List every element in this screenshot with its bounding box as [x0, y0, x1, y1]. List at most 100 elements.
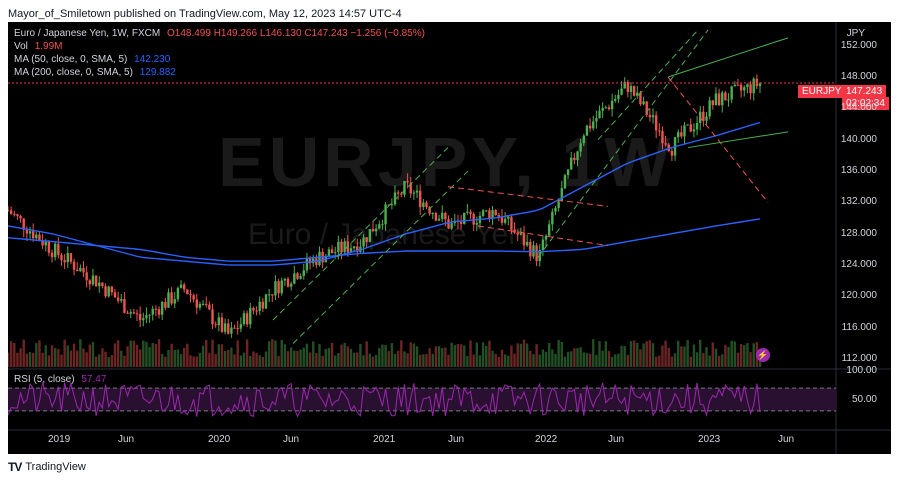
- candle-body: [418, 190, 422, 208]
- volume-bar: [242, 352, 246, 367]
- volume-bar: [362, 355, 365, 367]
- rsi-band: [8, 388, 836, 411]
- volume-bar: [547, 342, 551, 367]
- candle-body: [9, 210, 13, 215]
- candle-body: [223, 323, 227, 332]
- candle-body: [299, 276, 302, 279]
- candle-body: [532, 245, 535, 257]
- volume-bar: [217, 344, 221, 367]
- candle-body: [507, 216, 510, 219]
- candle-body: [566, 169, 570, 176]
- candle-body: [651, 115, 655, 118]
- candle-body: [739, 84, 743, 91]
- candle-body: [289, 283, 293, 287]
- bar-countdown: 02:02:34: [842, 97, 889, 110]
- volume-bar: [727, 346, 730, 367]
- volume-bar: [214, 354, 217, 367]
- candle-body: [396, 192, 400, 194]
- alert-lightning-icon[interactable]: ⚡: [756, 348, 770, 362]
- volume-bar: [195, 356, 198, 367]
- time-tick-label: Jun: [608, 434, 625, 445]
- volume-bar: [76, 350, 79, 367]
- volume-bar: [198, 352, 202, 367]
- candle-body: [563, 175, 567, 189]
- candle-body: [271, 294, 274, 296]
- volume-bar: [676, 340, 680, 367]
- candle-body: [579, 143, 582, 152]
- candle-body: [403, 181, 406, 195]
- candle-body: [230, 327, 233, 334]
- volume-bar: [315, 352, 318, 367]
- candle-body: [154, 308, 158, 310]
- candle-body: [683, 125, 686, 137]
- candle-body: [390, 204, 394, 206]
- volume-bar: [327, 348, 331, 367]
- volume-bar: [286, 351, 290, 367]
- time-tick-label: Jun: [448, 434, 465, 445]
- volume-bar: [642, 343, 645, 367]
- candle-body: [412, 192, 416, 194]
- candle-body: [692, 129, 696, 132]
- volume-bar: [686, 340, 689, 367]
- candle-body: [494, 210, 497, 216]
- candle-body: [535, 245, 538, 262]
- candle-body: [708, 100, 711, 117]
- candle-body: [330, 249, 334, 254]
- price-chart[interactable]: [8, 22, 891, 454]
- candle-body: [667, 144, 670, 152]
- volume-bar: [450, 342, 453, 367]
- candle-body: [582, 135, 585, 144]
- candle-body: [554, 207, 557, 212]
- volume-bar: [44, 345, 47, 367]
- chart-frame[interactable]: EURJPY, 1W Euro / Japanese Yen Euro / Ja…: [8, 22, 891, 454]
- candle-body: [400, 193, 403, 195]
- legend-rsi: RSI (5, close) 57.47: [14, 374, 107, 385]
- candle-body: [217, 317, 221, 326]
- candle-body: [551, 211, 554, 225]
- candle-body: [711, 100, 715, 106]
- volume-bar: [585, 353, 589, 367]
- candle-body: [69, 253, 73, 262]
- candle-body: [733, 84, 737, 87]
- candle-body: [406, 181, 409, 183]
- volume-bar: [415, 346, 419, 367]
- candle-body: [318, 251, 321, 265]
- volume-bar: [390, 343, 394, 367]
- volume-bar: [695, 352, 699, 367]
- volume-bar: [522, 339, 526, 367]
- channel-line: [537, 29, 709, 258]
- volume-bar: [123, 355, 126, 367]
- candle-body: [214, 324, 217, 326]
- candle-body: [717, 93, 721, 106]
- volume-bar: [664, 340, 667, 367]
- volume-bar: [69, 350, 73, 367]
- candle-body: [164, 302, 167, 308]
- volume-bar: [267, 341, 271, 367]
- currency-label: JPY: [846, 28, 865, 39]
- volume-bar: [233, 354, 236, 367]
- volume-bar: [120, 350, 123, 367]
- candle-body: [113, 292, 117, 298]
- volume-bar: [223, 350, 227, 367]
- candle-body: [198, 303, 202, 308]
- candle-body: [639, 92, 642, 105]
- tradingview-logo-icon: TV: [8, 460, 22, 474]
- candle-body: [428, 207, 431, 214]
- candle-body: [686, 124, 689, 126]
- volume-bar: [708, 355, 711, 367]
- volume-bar: [53, 348, 57, 367]
- volume-bar: [236, 340, 239, 367]
- volume-bar: [337, 352, 340, 367]
- candle-body: [79, 267, 82, 272]
- volume-bar: [381, 344, 384, 367]
- candle-body: [475, 223, 479, 225]
- candle-body: [85, 272, 88, 281]
- volume-bar: [378, 348, 381, 367]
- volume-bar: [525, 343, 529, 367]
- volume-bar: [601, 350, 604, 367]
- candle-body: [598, 110, 601, 119]
- candle-body: [22, 218, 25, 230]
- volume-bar: [623, 346, 626, 367]
- volume-bar: [94, 356, 98, 367]
- volume-bar: [494, 353, 497, 367]
